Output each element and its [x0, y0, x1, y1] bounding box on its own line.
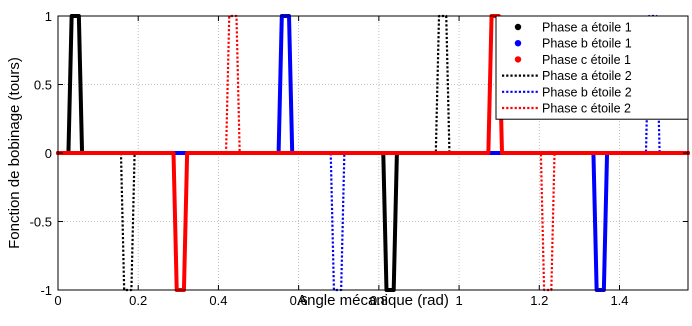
y-axis-label: Fonction de bobinage (tours)	[6, 57, 23, 249]
series-line-2	[56, 14, 690, 292]
legend-marker-0	[514, 23, 522, 31]
series-line-4	[58, 14, 688, 292]
y-tick-label: 1	[45, 9, 52, 24]
legend-marker-2	[514, 56, 522, 63]
y-tick-label: 0	[45, 146, 52, 161]
y-tick-label: -1	[40, 283, 52, 298]
legend: Phase a étoile 1 Phase b étoile 1 Phase c …	[495, 15, 689, 120]
legend-label: Phase c étoile 2	[542, 102, 631, 116]
series-line-5	[58, 14, 688, 292]
y-tick-label: -0.5	[30, 215, 52, 230]
x-tick-label: 0	[54, 293, 61, 308]
x-axis-label: Angle mécanique (rad)	[297, 292, 449, 309]
legend-label: Phase b étoile 1	[542, 37, 632, 51]
x-tick-label: 0.4	[209, 293, 227, 308]
legend-label: Phase b étoile 2	[542, 85, 632, 99]
legend-label: Phase c étoile 1	[542, 53, 631, 67]
x-tick-label: 0.8	[370, 293, 388, 308]
x-tick-label: 0.2	[129, 293, 147, 308]
y-tick-label: 0.5	[34, 78, 52, 93]
x-tick-label: 1.2	[530, 293, 548, 308]
x-tick-label: 0.6	[290, 293, 308, 308]
x-tick-label: 1.4	[610, 293, 628, 308]
x-tick-label: 1	[455, 293, 462, 308]
legend-label: Phase a étoile 2	[542, 69, 632, 83]
legend-marker-1	[514, 40, 522, 47]
series-line-3	[58, 14, 688, 292]
legend-label: Phase a étoile 1	[542, 21, 632, 35]
legend-box	[495, 15, 689, 120]
axis-ticks: 0 0.2 0.4 0.6 0.8 1 1.2 1.4 -1 -0.5 0 0.5 1	[30, 9, 688, 308]
